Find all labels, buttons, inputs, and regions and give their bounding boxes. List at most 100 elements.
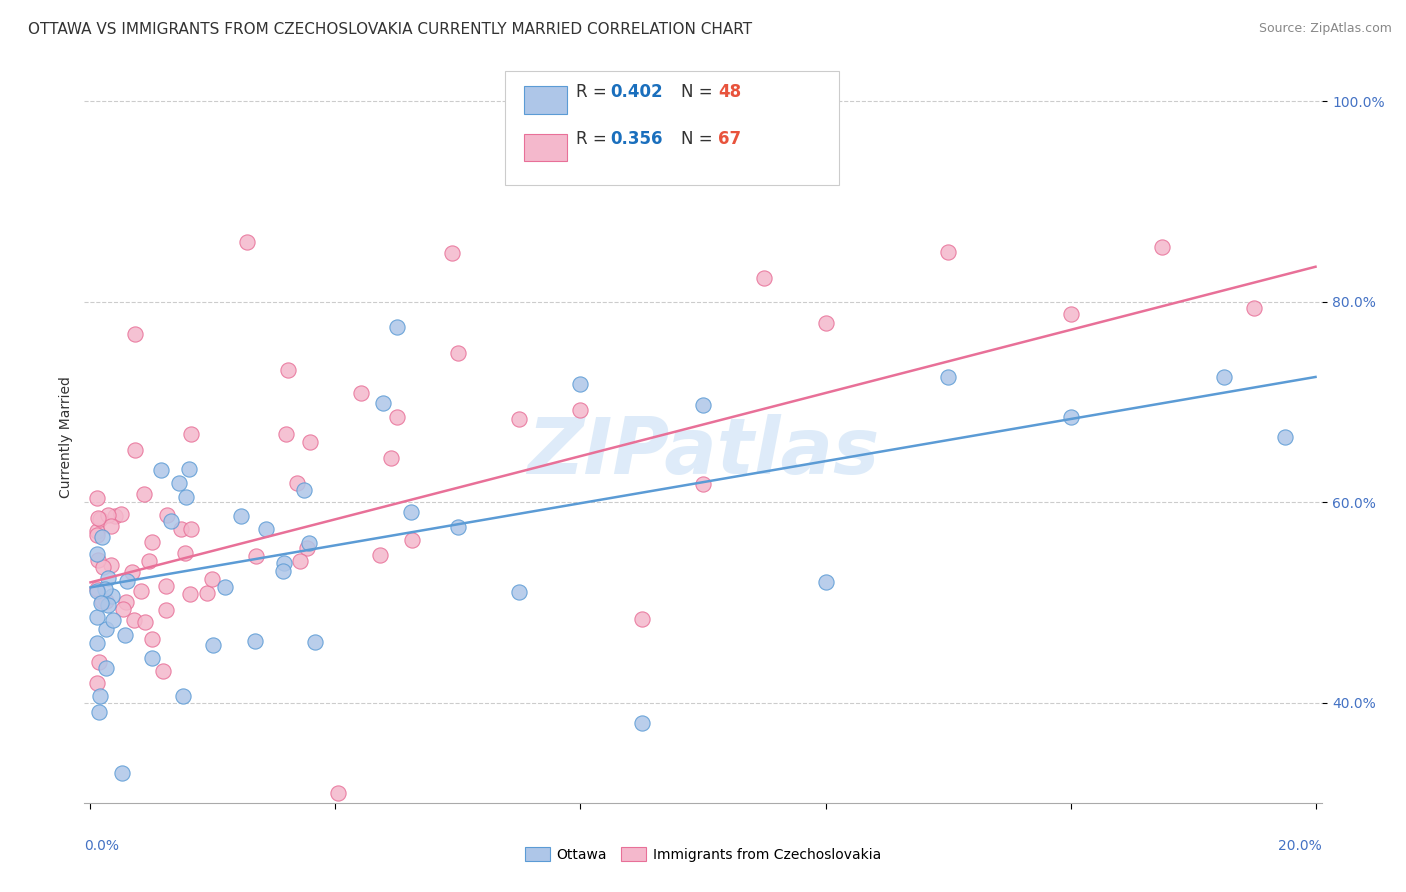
Text: 48: 48 bbox=[718, 83, 741, 101]
Point bbox=[96, 661, 118, 675]
Point bbox=[149, 463, 172, 477]
Point bbox=[97, 571, 120, 585]
Point bbox=[122, 613, 145, 627]
Point bbox=[124, 443, 146, 458]
Point bbox=[373, 396, 395, 410]
Y-axis label: Currently Married: Currently Married bbox=[59, 376, 73, 498]
Point bbox=[129, 584, 152, 599]
FancyBboxPatch shape bbox=[505, 71, 839, 185]
Point bbox=[350, 386, 373, 401]
Point bbox=[273, 557, 295, 571]
Point bbox=[86, 511, 108, 525]
Point bbox=[91, 594, 114, 608]
Point bbox=[180, 522, 202, 536]
Point bbox=[94, 594, 117, 608]
Point bbox=[814, 575, 837, 590]
Point bbox=[380, 451, 402, 466]
Point bbox=[297, 541, 319, 555]
Point bbox=[243, 633, 266, 648]
Point bbox=[179, 587, 201, 601]
Point bbox=[692, 398, 714, 412]
Point bbox=[138, 554, 160, 568]
Point bbox=[508, 585, 530, 599]
Text: ZIPatlas: ZIPatlas bbox=[527, 414, 879, 490]
Point bbox=[114, 595, 136, 609]
Point bbox=[86, 676, 108, 690]
Point bbox=[167, 476, 190, 491]
Point bbox=[298, 536, 321, 550]
Point bbox=[214, 581, 236, 595]
Point bbox=[447, 520, 470, 534]
Point bbox=[692, 476, 714, 491]
Point bbox=[141, 535, 163, 549]
Point bbox=[1059, 409, 1081, 424]
Point bbox=[134, 487, 156, 501]
Point bbox=[97, 508, 120, 523]
Point bbox=[176, 490, 198, 504]
Point bbox=[447, 345, 470, 359]
Point bbox=[155, 603, 177, 617]
Point bbox=[86, 582, 108, 597]
Point bbox=[155, 579, 177, 593]
Point bbox=[1152, 240, 1174, 254]
Legend: Ottawa, Immigrants from Czechoslovakia: Ottawa, Immigrants from Czechoslovakia bbox=[517, 840, 889, 869]
Point bbox=[86, 528, 108, 542]
Point bbox=[121, 565, 143, 579]
Text: OTTAWA VS IMMIGRANTS FROM CZECHOSLOVAKIA CURRENTLY MARRIED CORRELATION CHART: OTTAWA VS IMMIGRANTS FROM CZECHOSLOVAKIA… bbox=[28, 22, 752, 37]
Point bbox=[236, 235, 259, 249]
Point bbox=[93, 560, 115, 574]
Point bbox=[86, 583, 108, 598]
Point bbox=[326, 786, 349, 800]
Point bbox=[100, 519, 122, 533]
FancyBboxPatch shape bbox=[523, 134, 567, 161]
Point bbox=[152, 664, 174, 678]
Point bbox=[87, 655, 110, 669]
Point bbox=[285, 476, 308, 491]
Point bbox=[936, 370, 959, 384]
Point bbox=[201, 638, 224, 652]
Text: N =: N = bbox=[681, 83, 717, 101]
Point bbox=[180, 427, 202, 442]
Point bbox=[173, 546, 195, 560]
Text: N =: N = bbox=[681, 130, 717, 148]
Point bbox=[754, 271, 776, 285]
Point bbox=[89, 689, 111, 703]
Text: 20.0%: 20.0% bbox=[1278, 839, 1322, 854]
Text: 0.356: 0.356 bbox=[610, 130, 662, 148]
Point bbox=[630, 715, 652, 730]
Point bbox=[195, 585, 218, 599]
Point bbox=[114, 628, 136, 642]
Point bbox=[89, 705, 111, 719]
Text: 0.402: 0.402 bbox=[610, 83, 662, 101]
Point bbox=[89, 512, 111, 526]
Point bbox=[86, 636, 108, 650]
Point bbox=[368, 549, 391, 563]
Point bbox=[103, 613, 125, 627]
Point bbox=[274, 426, 297, 441]
Point bbox=[86, 548, 108, 562]
Point bbox=[101, 589, 124, 603]
Point bbox=[1059, 307, 1081, 321]
Point bbox=[86, 610, 108, 624]
Point bbox=[91, 530, 114, 544]
Point bbox=[134, 615, 156, 629]
Point bbox=[124, 326, 146, 341]
Point bbox=[304, 634, 326, 648]
Point bbox=[87, 552, 110, 566]
Point bbox=[90, 595, 112, 609]
Point bbox=[104, 508, 127, 523]
Point bbox=[399, 505, 422, 519]
Point bbox=[111, 765, 134, 780]
Point bbox=[277, 363, 299, 377]
Point bbox=[814, 316, 837, 330]
Point bbox=[245, 549, 267, 563]
Text: Source: ZipAtlas.com: Source: ZipAtlas.com bbox=[1258, 22, 1392, 36]
Point bbox=[569, 376, 592, 391]
Point bbox=[170, 522, 193, 536]
Point bbox=[385, 410, 408, 425]
Point bbox=[401, 533, 423, 547]
Point bbox=[201, 572, 224, 586]
Point bbox=[292, 483, 315, 497]
Point bbox=[288, 554, 311, 568]
Point bbox=[569, 402, 592, 417]
